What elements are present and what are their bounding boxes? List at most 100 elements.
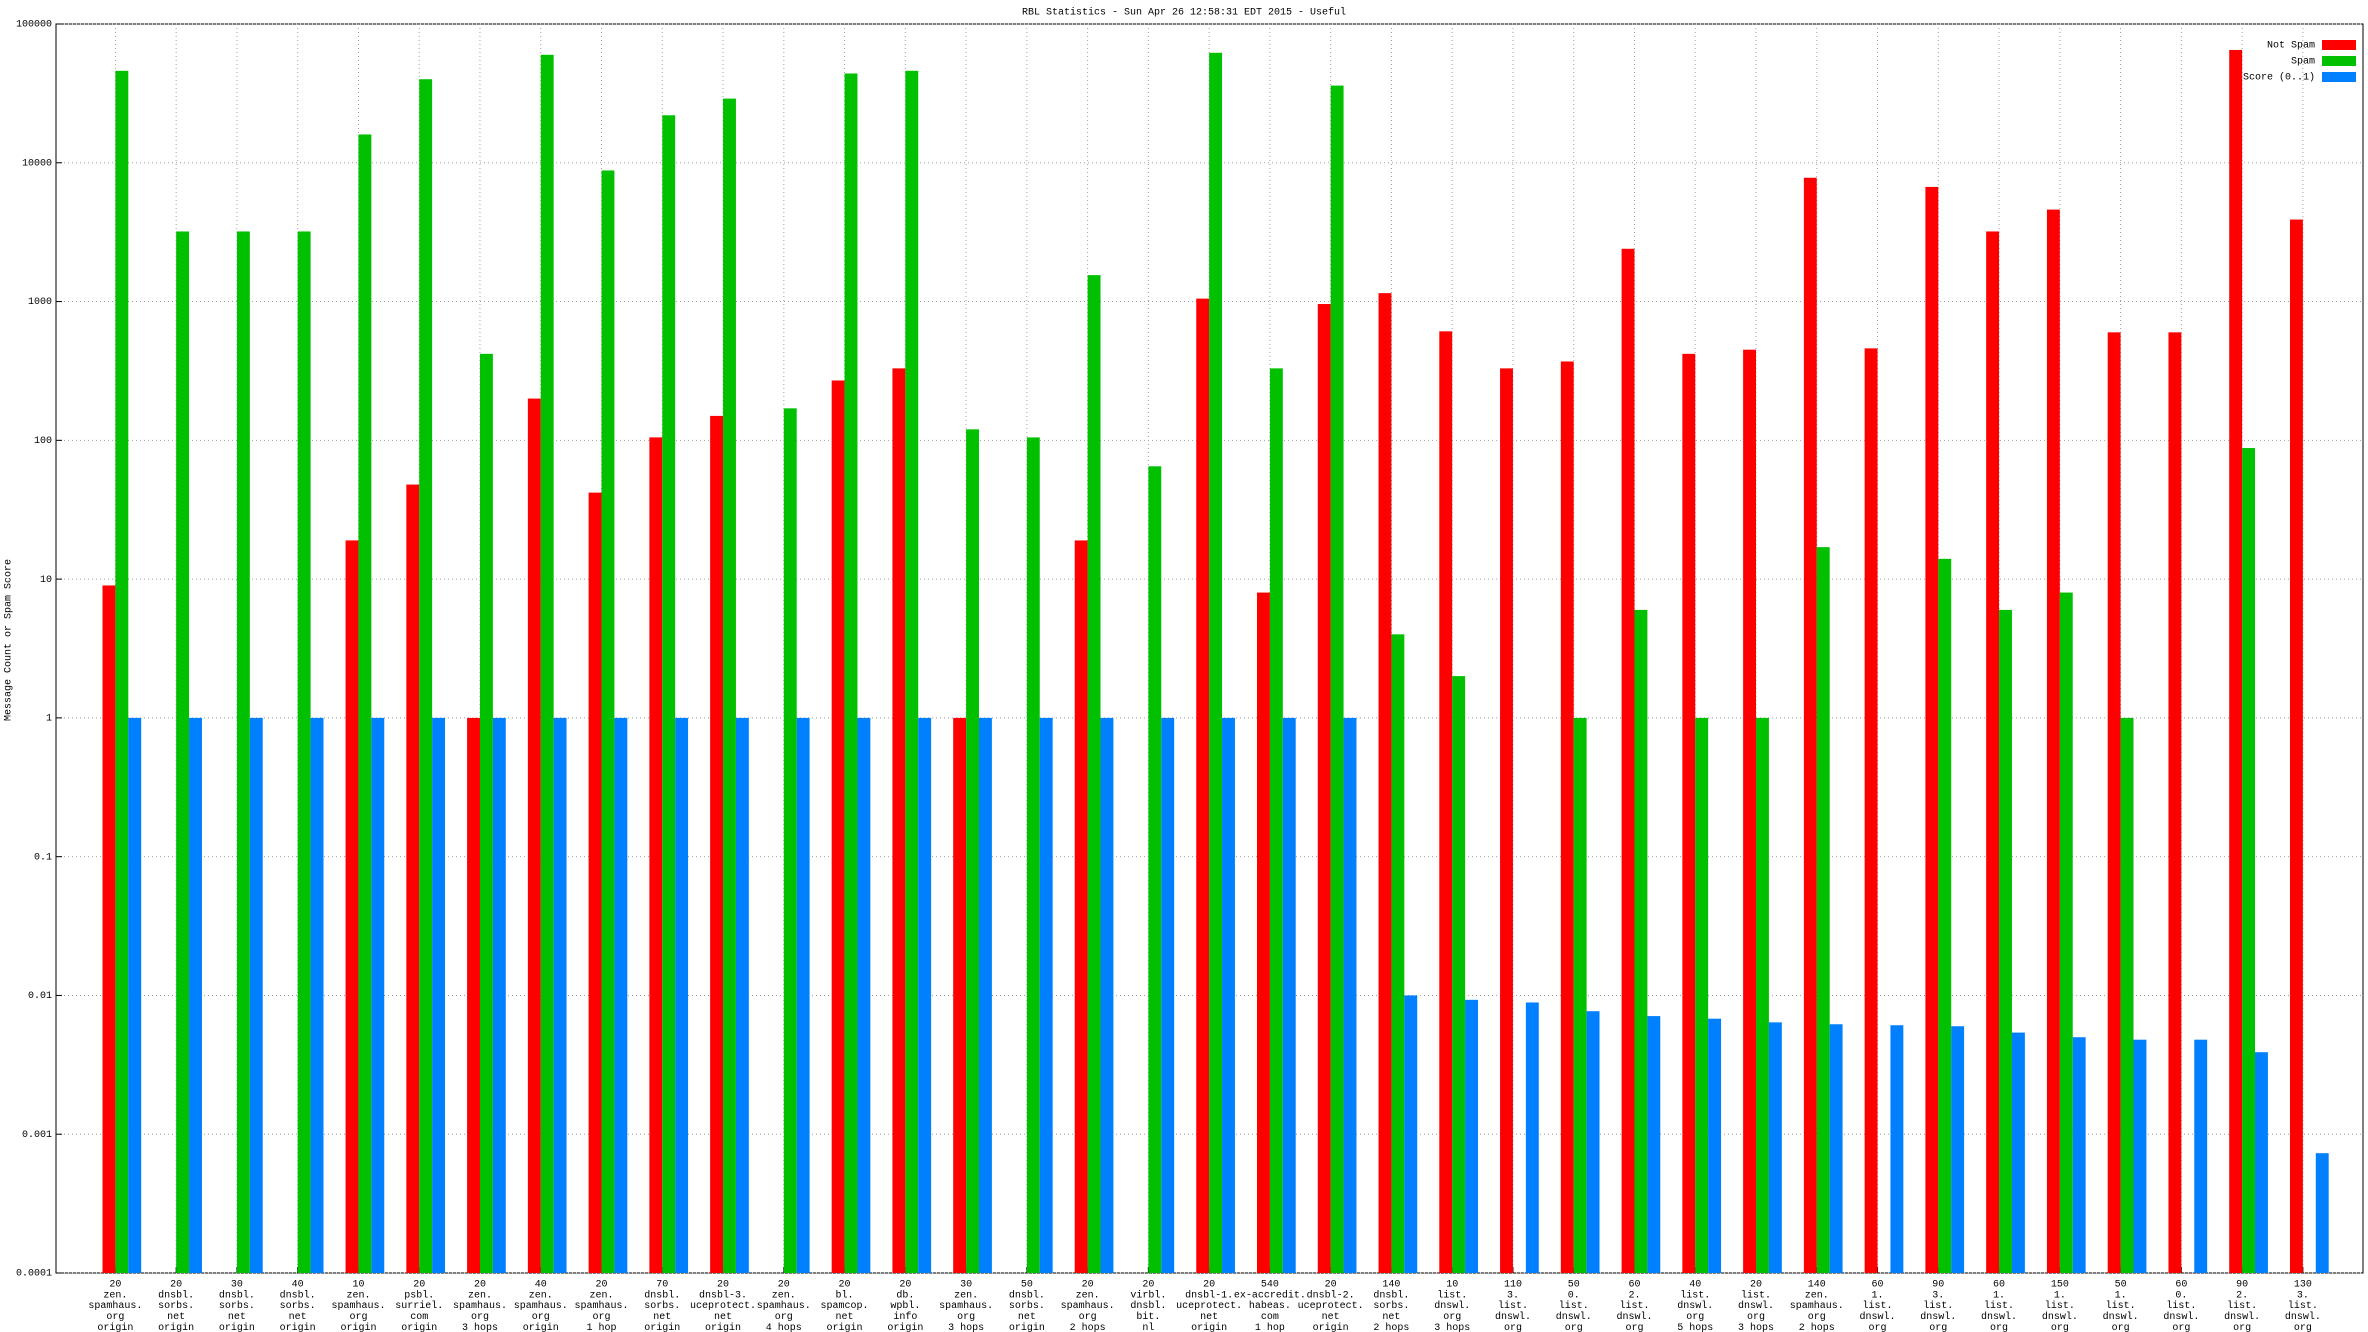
bar (1586, 1011, 1600, 1273)
x-tick-label: sorbs. (158, 1300, 194, 1312)
chart-title: RBL Statistics - Sun Apr 26 12:58:31 EDT… (1022, 7, 1346, 19)
x-tick-label: 60 (1872, 1280, 1884, 1291)
bar (966, 429, 979, 1273)
bar (2120, 717, 2134, 1273)
x-tick-label: 90 (2236, 1280, 2248, 1291)
bar (1938, 558, 1952, 1273)
x-tick-label: spamhaus. (939, 1300, 993, 1312)
y-tick-label: 0.1 (34, 852, 52, 863)
x-tick-label: list. (2106, 1300, 2136, 1312)
x-tick-label: list. (2045, 1300, 2075, 1312)
bar (735, 717, 749, 1273)
x-tick-label: dnswl. (1738, 1300, 1774, 1312)
x-tick-label: dnsbl-1. (1185, 1289, 1233, 1301)
x-tick-label: 1. (1993, 1290, 2005, 1301)
x-tick-label: 110 (1504, 1280, 1522, 1291)
x-tick-label: 20 (596, 1280, 608, 1291)
x-tick-label: origin (158, 1322, 194, 1332)
x-tick-label: org (2051, 1323, 2069, 1332)
bar (249, 717, 263, 1273)
x-tick-label: dnswl. (2042, 1311, 2078, 1323)
x-tick-label: zen. (590, 1290, 614, 1301)
x-tick-label: origin (1313, 1322, 1349, 1332)
x-tick-label: 3. (1932, 1290, 1944, 1301)
x-tick-label: net (1322, 1312, 1340, 1323)
x-tick-label: list. (2288, 1300, 2318, 1312)
bar (479, 353, 493, 1273)
bar (1330, 85, 1344, 1274)
bar (345, 540, 359, 1273)
x-tick-label: 20 (109, 1280, 121, 1291)
x-tick-label: zen. (1076, 1290, 1100, 1301)
bar (844, 73, 858, 1274)
bar (406, 484, 420, 1274)
bar (1257, 592, 1270, 1273)
bar (953, 717, 967, 1273)
x-tick-label: org (1443, 1312, 1461, 1323)
x-tick-label: 3 hops (1434, 1322, 1470, 1332)
bar (236, 231, 250, 1274)
x-tick-label: 2 hops (1799, 1322, 1835, 1332)
x-tick-label: dnswl. (1495, 1311, 1531, 1323)
x-tick-label: org (2112, 1323, 2130, 1332)
x-tick-label: net (714, 1312, 732, 1323)
x-tick-label: zen. (468, 1290, 492, 1301)
x-tick-label: 540 (1261, 1280, 1279, 1291)
x-tick-label: 60 (1628, 1280, 1640, 1291)
y-tick-label: 10000 (22, 158, 52, 169)
bar (1560, 361, 1574, 1273)
x-tick-label: origin (340, 1322, 376, 1332)
bar (2315, 1153, 2329, 1273)
x-tick-label: zen. (529, 1290, 553, 1301)
x-tick-label: dnswl. (1434, 1300, 1470, 1312)
x-tick-label: sorbs. (280, 1300, 316, 1312)
x-tick-label: 150 (2051, 1280, 2069, 1291)
x-tick-label: 40 (1689, 1280, 1701, 1291)
x-tick-label: dnswl. (1556, 1311, 1592, 1323)
bar (1864, 348, 1878, 1273)
bar (189, 717, 202, 1273)
x-tick-label: 140 (1808, 1280, 1826, 1291)
x-tick-label: dnsbl. (644, 1289, 680, 1301)
bar (1708, 1018, 1722, 1273)
bar (614, 717, 628, 1273)
bar (588, 492, 602, 1274)
y-tick-label: 1000 (28, 297, 52, 308)
x-tick-label: dnsbl. (1009, 1289, 1045, 1301)
x-tick-label: org (1504, 1323, 1522, 1332)
bar (1500, 368, 1513, 1273)
x-tick-label: spamcop. (821, 1301, 869, 1312)
bar (831, 380, 845, 1274)
bar (115, 70, 129, 1273)
x-tick-label: db. (896, 1289, 914, 1301)
bar (1743, 349, 1757, 1273)
bar (1026, 437, 1040, 1274)
x-tick-label: sorbs. (219, 1300, 255, 1312)
x-tick-label: 1 hop (587, 1322, 617, 1332)
x-tick-label: dnswl. (1677, 1300, 1713, 1312)
x-tick-label: 2. (1628, 1290, 1640, 1301)
x-tick-label: 3 hops (1738, 1322, 1774, 1332)
y-tick-label: 100 (34, 436, 52, 447)
x-tick-label: dnsbl-2. (1307, 1289, 1355, 1301)
x-tick-label: 0. (2175, 1290, 2187, 1301)
bar (2194, 1039, 2208, 1273)
x-tick-label: 30 (231, 1280, 243, 1291)
x-tick-label: dnsbl. (1373, 1289, 1409, 1301)
x-tick-label: net (836, 1312, 854, 1323)
legend-label: Spam (2291, 57, 2315, 68)
bar (371, 717, 385, 1273)
x-tick-label: zen. (1805, 1290, 1829, 1301)
x-tick-label: spamhaus. (331, 1300, 385, 1312)
y-axis-label: Message Count or Spam Score (4, 559, 15, 721)
x-tick-label: 30 (960, 1280, 972, 1291)
x-tick-label: net (289, 1312, 307, 1323)
x-tick-label: dnswl. (2163, 1311, 2199, 1323)
x-tick-label: sorbs. (1373, 1300, 1409, 1312)
x-tick-label: com (1261, 1312, 1279, 1323)
x-tick-label: net (1200, 1312, 1218, 1323)
x-tick-label: dnswl. (1860, 1311, 1896, 1323)
bar (649, 437, 663, 1274)
x-tick-label: 2. (2236, 1290, 2248, 1301)
x-tick-label: org (532, 1312, 550, 1323)
